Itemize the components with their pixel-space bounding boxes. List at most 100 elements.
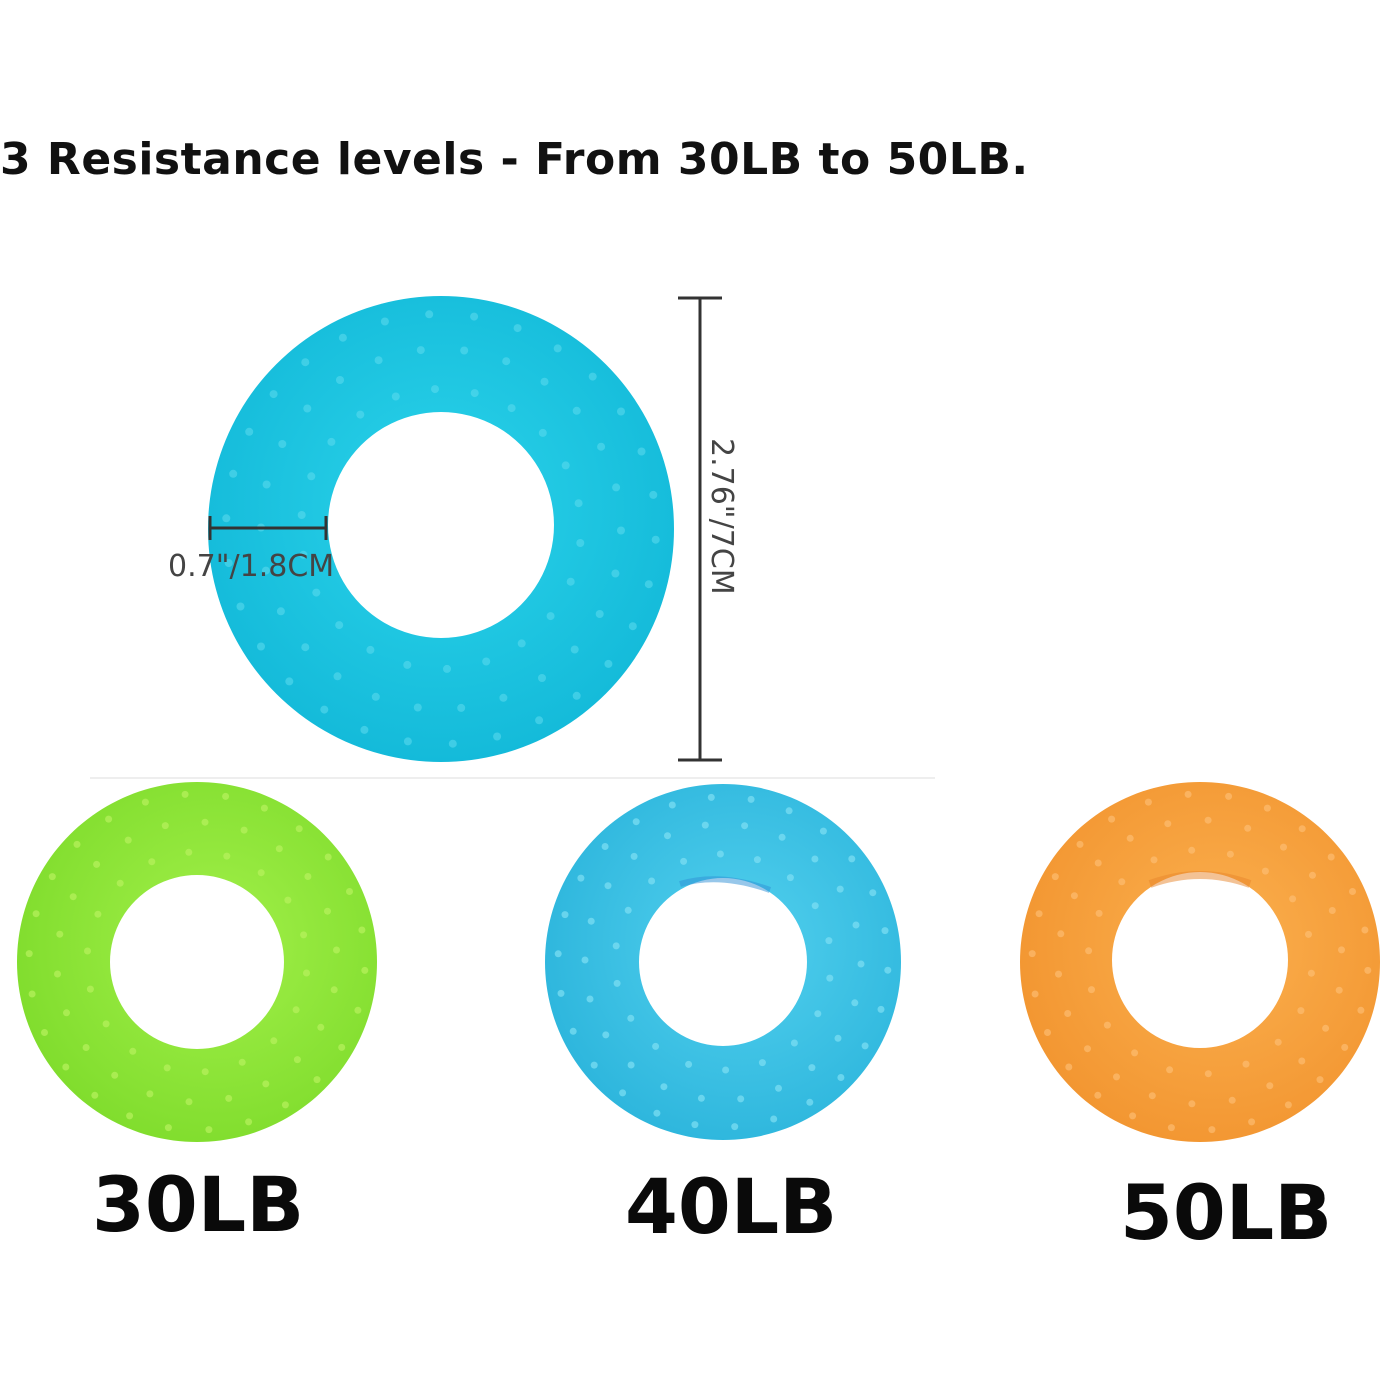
ring-nub bbox=[245, 1118, 253, 1126]
ring-nub bbox=[561, 911, 569, 919]
ring-nub bbox=[753, 856, 761, 864]
ring-nub bbox=[1261, 867, 1269, 875]
ring-nub bbox=[346, 888, 353, 895]
ring-nub bbox=[284, 896, 292, 904]
ring-nub bbox=[1204, 816, 1212, 824]
ring-nub bbox=[1184, 790, 1192, 798]
ring-nub bbox=[619, 1089, 627, 1097]
ring-nub bbox=[161, 822, 169, 830]
ring-nub bbox=[124, 836, 132, 844]
ring-nub bbox=[317, 1023, 325, 1031]
ring-nub bbox=[758, 1059, 766, 1067]
ring-nub bbox=[32, 910, 40, 918]
ring-nub bbox=[595, 610, 604, 618]
ring-nub bbox=[577, 874, 585, 882]
ring-nub bbox=[499, 693, 508, 702]
ring-nub bbox=[741, 822, 749, 830]
ring-nub bbox=[775, 1084, 782, 1092]
ring-nub bbox=[604, 659, 613, 668]
ring-nub bbox=[649, 490, 658, 499]
ring-nub bbox=[1266, 1082, 1274, 1090]
thickness-label: 0.7"/1.8CM bbox=[168, 549, 334, 584]
ring-nub bbox=[581, 956, 589, 964]
ring-nub bbox=[588, 372, 597, 381]
ring-nub bbox=[1327, 853, 1335, 861]
ring-nub bbox=[507, 404, 516, 413]
ring-nub bbox=[572, 691, 581, 700]
ring-nub bbox=[1065, 1063, 1073, 1071]
ring-nub bbox=[324, 853, 332, 861]
ring-nub bbox=[653, 1109, 661, 1117]
ring-nub bbox=[611, 569, 620, 578]
ring-nub bbox=[1289, 895, 1297, 903]
ring-nub bbox=[1248, 1118, 1256, 1126]
ring-nub bbox=[570, 645, 579, 654]
ring-nub bbox=[1129, 1112, 1137, 1120]
ring-nub bbox=[785, 807, 793, 815]
ring-nub bbox=[1298, 1057, 1306, 1065]
ring-nub bbox=[1307, 969, 1315, 977]
ring-nub bbox=[224, 559, 233, 568]
ring-nub bbox=[613, 979, 621, 987]
headline: 3 Resistance levels - From 30LB to 50LB. bbox=[0, 134, 1029, 185]
ring-nub bbox=[482, 657, 491, 666]
ring-nub bbox=[269, 390, 278, 399]
ring-nub bbox=[881, 927, 889, 935]
grip-ring-green-icon bbox=[17, 782, 378, 1142]
ring-nub bbox=[148, 858, 156, 866]
ring-nub bbox=[561, 461, 570, 470]
ring-nub bbox=[731, 1123, 739, 1131]
ring-nub bbox=[312, 588, 321, 597]
ring-nub bbox=[811, 855, 819, 863]
ring-nub bbox=[303, 969, 310, 977]
ring-nub bbox=[747, 795, 755, 803]
ring-nub bbox=[1274, 1038, 1282, 1046]
ring-nub bbox=[576, 539, 585, 547]
ring-nub bbox=[701, 821, 709, 829]
ring-nub bbox=[1164, 820, 1172, 828]
ring-nub bbox=[836, 885, 844, 893]
ring-nub bbox=[814, 1010, 822, 1018]
ring-nub bbox=[54, 970, 61, 978]
ring-nub bbox=[236, 602, 245, 611]
ring-nub bbox=[1064, 1010, 1072, 1017]
ring-nub bbox=[1328, 907, 1336, 914]
ring-nub bbox=[707, 793, 715, 801]
ring-nub bbox=[586, 995, 594, 1003]
ring-nub bbox=[826, 974, 834, 982]
thickness-dimension: 0.7"/1.8CM bbox=[168, 516, 334, 584]
ring-nub bbox=[443, 664, 451, 673]
ring-nub bbox=[553, 344, 562, 353]
ring-nub bbox=[1103, 1021, 1111, 1029]
ring-nub bbox=[222, 514, 231, 523]
ring-nub bbox=[257, 642, 265, 651]
ring-nub bbox=[25, 950, 33, 958]
ring-nub bbox=[1226, 850, 1234, 858]
ring-nub bbox=[811, 902, 819, 910]
ring-nub bbox=[1070, 892, 1078, 900]
ring-nub bbox=[470, 312, 479, 321]
ring-nub bbox=[1131, 1049, 1139, 1057]
ring-nub bbox=[1035, 910, 1043, 918]
ring-nub bbox=[554, 950, 562, 958]
ring-nub bbox=[327, 437, 336, 446]
ring-nub bbox=[238, 1058, 246, 1066]
ring-nub bbox=[602, 1031, 610, 1039]
ring-nub bbox=[262, 480, 271, 489]
ring-nub bbox=[335, 621, 344, 630]
ring-nub bbox=[1297, 1007, 1305, 1015]
ring-nub bbox=[86, 985, 94, 993]
weight-label-30: 30LB bbox=[92, 1160, 305, 1249]
ring-nub bbox=[493, 732, 502, 741]
ring-nub bbox=[181, 790, 189, 798]
ring-nub bbox=[69, 893, 77, 901]
ring-nub bbox=[852, 921, 860, 929]
ring-nub bbox=[668, 801, 676, 809]
ring-nub bbox=[380, 317, 389, 326]
ring-nub bbox=[790, 1039, 798, 1047]
ring-nub bbox=[685, 1060, 693, 1068]
ring-nub bbox=[297, 511, 306, 519]
ring-nub bbox=[141, 798, 149, 806]
ring-nub bbox=[1095, 909, 1103, 917]
